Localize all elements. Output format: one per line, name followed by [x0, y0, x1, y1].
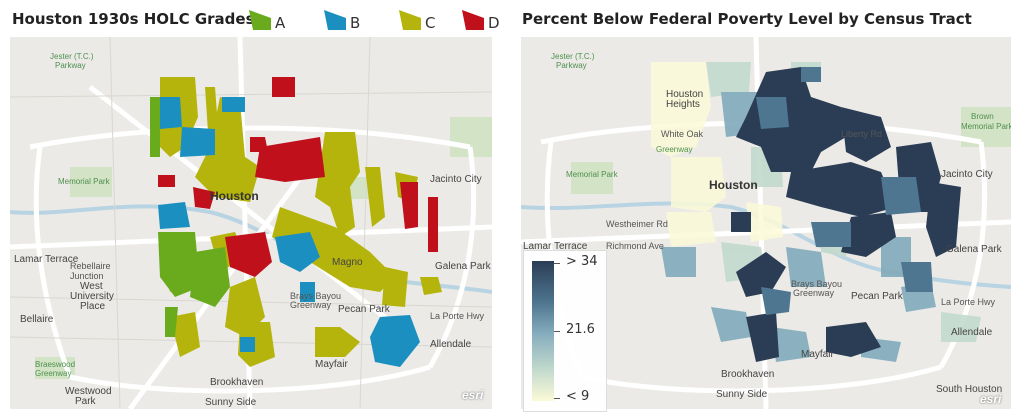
- parkway-label: Parkway: [55, 61, 86, 70]
- memorial-park-label: Memorial Park: [58, 177, 111, 186]
- galena-park-label-right: Galena Park: [946, 244, 1003, 255]
- holc-grades-map[interactable]: Jester (T.C.) Parkway Memorial Park Hous…: [10, 37, 492, 409]
- allendale-label: Allendale: [430, 339, 472, 350]
- memorial-park-label-right: Memorial Park: [566, 170, 619, 179]
- legend-label-b: B: [350, 14, 361, 32]
- magnolia-label: Magno: [332, 257, 363, 268]
- poverty-colorbar: > 34 21.6 < 9: [523, 250, 607, 412]
- houston-label-right-1: Houston: [666, 89, 703, 100]
- pecan-park-label-right: Pecan Park: [851, 291, 904, 302]
- legend-item-a: A: [247, 6, 285, 32]
- park-label: Park: [75, 396, 97, 407]
- brookhaven-label-right: Brookhaven: [721, 369, 774, 380]
- south-houston-label: South Houston: [936, 384, 1002, 395]
- bellaire-label: Bellaire: [20, 314, 54, 325]
- greenway-label: Greenway: [35, 369, 71, 378]
- legend-label-d: D: [488, 14, 500, 32]
- esri-logo-left: esri: [462, 388, 484, 402]
- esri-logo-right: esri: [980, 392, 1002, 406]
- heights-label: Heights: [666, 99, 700, 110]
- legend-label-c: C: [425, 14, 436, 32]
- west-label: West: [80, 281, 103, 292]
- pecan-park-label: Pecan Park: [338, 304, 391, 315]
- jester-label: Jester (T.C.): [50, 52, 94, 61]
- brays-bayou-label-right: Brays Bayou: [791, 279, 842, 289]
- poverty-map[interactable]: Jester (T.C.) Parkway Houston Heights Wh…: [521, 37, 1011, 409]
- parkway-label-right: Parkway: [556, 61, 587, 70]
- mayfair-label: Mayfair: [315, 359, 348, 370]
- place-label: Place: [80, 301, 105, 312]
- left-map-title: Houston 1930s HOLC Grades: [12, 10, 255, 28]
- greenway-label-2: Greenway: [290, 300, 332, 310]
- la-porte-label-right: La Porte Hwy: [941, 297, 996, 307]
- allendale-label-right: Allendale: [951, 327, 993, 338]
- legend-item-d: D: [460, 6, 500, 32]
- colorbar-tick-max: [554, 263, 560, 264]
- jester-label-right: Jester (T.C.): [551, 52, 595, 61]
- brays-bayou-label: Brays Bayou: [290, 291, 341, 301]
- colorbar-tick-min: [554, 398, 560, 399]
- legend-swatch-d: [462, 10, 484, 30]
- sunny-side-label-right: Sunny Side: [716, 389, 768, 400]
- houston-label: Houston: [210, 189, 259, 203]
- rebellaire-label: Rebellaire: [70, 261, 111, 271]
- brookhaven-label: Brookhaven: [210, 377, 263, 388]
- la-porte-label: La Porte Hwy: [430, 311, 485, 321]
- colorbar-min-label: < 9: [566, 389, 590, 404]
- liberty-rd-label: Liberty Rd: [841, 129, 882, 139]
- colorbar-max-label: > 34: [566, 254, 598, 269]
- jacinto-city-label: Jacinto City: [430, 174, 482, 185]
- colorbar-tick-mid: [554, 331, 560, 332]
- galena-park-label: Galena Park: [435, 261, 492, 272]
- junction-label: Junction: [70, 271, 104, 281]
- lamar-terrace-label-right: Lamar Terrace: [523, 241, 588, 252]
- westheimer-label: Westheimer Rd: [606, 219, 668, 229]
- mayfair-label-right: Mayfair: [801, 349, 834, 360]
- greenway-label-right-2: Greenway: [793, 288, 835, 298]
- richmond-ave-label: Richmond Ave: [606, 241, 664, 251]
- legend-label-a: A: [275, 14, 286, 32]
- legend-swatch-b: [324, 10, 346, 30]
- brown-label: Brown: [971, 112, 994, 121]
- braeswood-label: Braeswood: [35, 360, 75, 369]
- colorbar-gradient: [532, 261, 554, 401]
- westwood-label: Westwood: [65, 386, 112, 397]
- white-oak-label: White Oak: [661, 129, 704, 139]
- memorial-park-label-right-2: Memorial Park: [961, 122, 1011, 131]
- legend-item-b: B: [322, 6, 360, 32]
- legend-swatch-c: [399, 10, 421, 30]
- university-label: University: [70, 291, 114, 302]
- legend-item-c: C: [397, 6, 435, 32]
- sunny-side-label: Sunny Side: [205, 397, 257, 408]
- greenway-label-right: Greenway: [656, 145, 692, 154]
- lamar-terrace-label: Lamar Terrace: [14, 254, 79, 265]
- legend-swatch-a: [249, 10, 271, 30]
- houston-label-right: Houston: [709, 178, 758, 192]
- jacinto-city-label-right: Jacinto City: [941, 169, 993, 180]
- right-map-title: Percent Below Federal Poverty Level by C…: [522, 10, 972, 28]
- colorbar-mid-label: 21.6: [566, 322, 595, 337]
